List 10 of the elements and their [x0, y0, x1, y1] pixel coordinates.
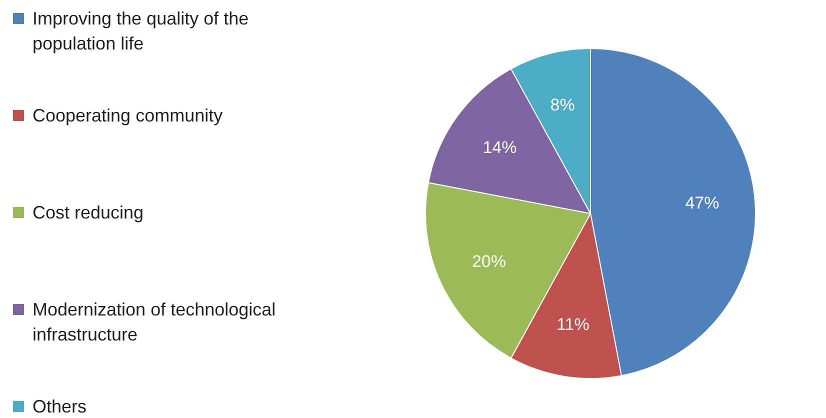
legend-label: Others — [32, 396, 87, 416]
data-label: 14% — [482, 138, 517, 158]
legend-label: Cooperating community — [32, 106, 223, 126]
legend-label: Cost reducing — [32, 202, 144, 222]
legend-label: Improving the quality of the population life — [32, 8, 249, 54]
data-label: 8% — [550, 95, 575, 114]
data-label: 47% — [685, 193, 720, 212]
legend-label: Modernization of technological infrastructure — [32, 300, 276, 344]
data-label: 20% — [472, 252, 506, 271]
data-label: 11% — [556, 314, 590, 334]
